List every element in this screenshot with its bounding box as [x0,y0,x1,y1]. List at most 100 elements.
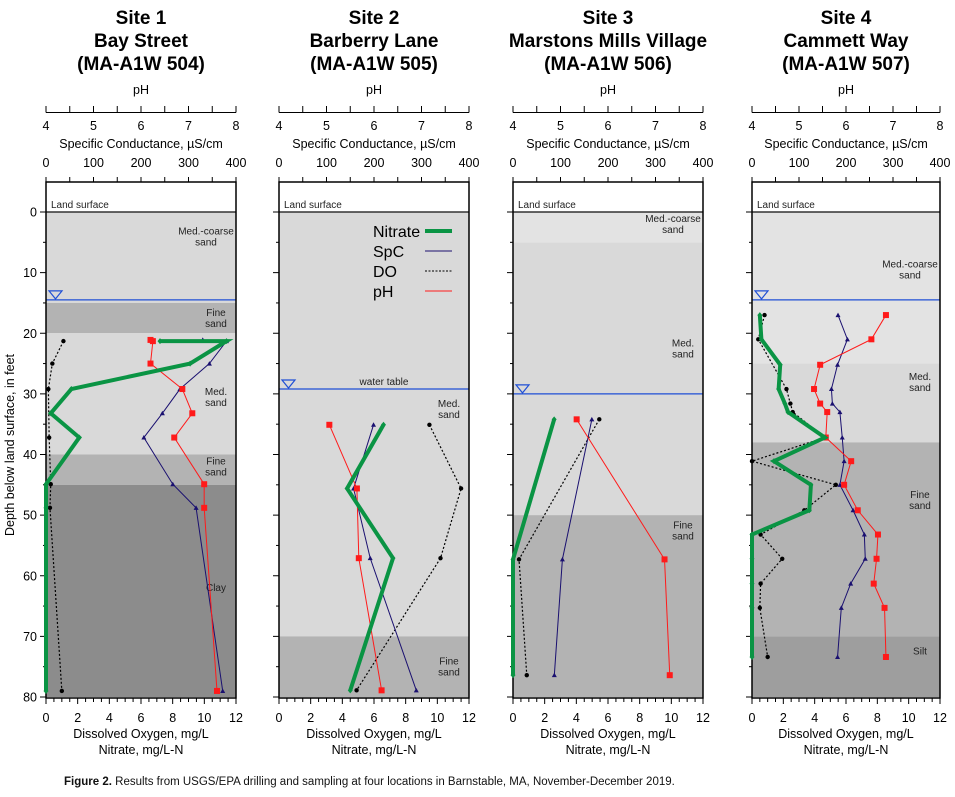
layer-label: Med. [438,399,460,410]
spc-tick-label: 100 [83,156,104,170]
layer-label: Med.-coarse [882,260,938,271]
layer-label: Med. [909,372,931,383]
do-tick-label: 12 [229,711,243,725]
spc-point [559,556,565,562]
ph-axis-label: pH [133,83,149,97]
do-point [458,486,464,491]
spc-point [551,672,557,678]
do-tick-label: 8 [402,711,409,725]
layer-label: Silt [913,647,927,658]
ph-axis-label: pH [838,83,854,97]
layer-label: sand [909,501,931,512]
spc-tick-label: 0 [43,156,50,170]
site-title-line: Barberry Lane [310,31,439,52]
water-table-triangle-icon [514,384,531,394]
do-point [597,417,602,422]
nitrate-point [785,409,791,416]
depth-tick-label: 10 [23,266,37,280]
spc-point [367,555,373,561]
ph-point [353,485,360,492]
spc-axis-label: Specific Conductance, µS/cm [59,137,223,151]
do-point [46,386,51,392]
spc-axis-label: Specific Conductance, µS/cm [292,137,456,151]
do-tick-label: 2 [780,711,787,725]
spc-point [206,361,212,366]
nitrate-line [344,423,396,691]
ph-point [355,555,362,562]
legend-label: Nitrate [373,224,420,241]
legend-label: SpC [373,244,404,261]
depth-tick-label: 20 [23,327,37,341]
do-point [50,361,55,366]
layer-label: Fine [206,457,226,468]
ph-tick-label: 8 [233,119,240,133]
do-point [46,435,52,440]
spc-point [159,410,165,416]
legend-label: pH [373,284,393,301]
layer-label: sand [672,349,694,360]
do-tick-label: 0 [43,711,50,725]
water-table-label: water table [359,377,409,388]
ph-point [870,580,877,587]
layer-label: Fine [673,520,693,531]
caption-label: Figure 2. [64,776,112,788]
site-title-line: Site 3 [583,8,634,29]
nitrate-point [224,338,229,345]
ph-point [661,556,668,563]
water-table-triangle-icon [47,290,64,300]
do-point [524,672,529,678]
spc-point [828,386,834,392]
ph-point [881,604,888,611]
nitrate-point [757,312,763,319]
ph-tick-label: 4 [749,119,756,133]
do-axis-label: Dissolved Oxygen, mg/L [306,727,442,741]
nitrate-axis-label: Nitrate, mg/L-N [99,743,184,757]
do-point [788,401,793,406]
do-tick-label: 0 [749,711,756,725]
do-point [784,386,789,392]
do-point [765,654,770,660]
ph-point [874,531,881,538]
nitrate-point [822,434,828,441]
ph-point [201,504,208,511]
ph-point [149,338,156,345]
spc-tick-label: 100 [316,156,337,170]
do-line [749,314,838,658]
ph-tick-label: 5 [90,119,97,133]
ph-tick-label: 6 [843,119,850,133]
do-point [48,482,53,487]
nitrate-point [777,361,783,368]
site-title-line: Site 4 [821,8,872,29]
spc-tick-label: 200 [598,156,619,170]
ph-tick-label: 7 [652,119,659,133]
nitrate-axis-label: Nitrate, mg/L-N [566,743,651,757]
layer-band [46,212,236,303]
spc-point [371,422,377,427]
spc-point [835,654,841,659]
do-tick-label: 10 [902,711,916,725]
spc-point [837,409,843,415]
nitrate-point [381,421,386,428]
nitrate-point [758,336,764,343]
do-axis-label: Dissolved Oxygen, mg/L [778,727,914,741]
depth-tick-label: 50 [23,509,37,523]
legend-label: DO [373,264,397,281]
site-title-line: Site 2 [349,8,400,29]
spc-tick-label: 100 [789,156,810,170]
layer-band [46,454,236,485]
ph-tick-label: 5 [557,119,564,133]
do-point [757,605,763,611]
water-table-triangle-icon [753,290,770,300]
spc-tick-label: 300 [645,156,666,170]
layer-band [752,212,940,364]
nitrate-point [157,338,163,345]
nitrate-axis-label: Nitrate, mg/L-N [804,743,889,757]
spc-tick-label: 0 [276,156,283,170]
ph-point [171,434,178,441]
ph-tick-label: 4 [43,119,50,133]
spc-point [835,362,841,367]
do-tick-label: 0 [276,711,283,725]
nitrate-point [43,504,49,511]
layer-label: Fine [206,308,226,319]
